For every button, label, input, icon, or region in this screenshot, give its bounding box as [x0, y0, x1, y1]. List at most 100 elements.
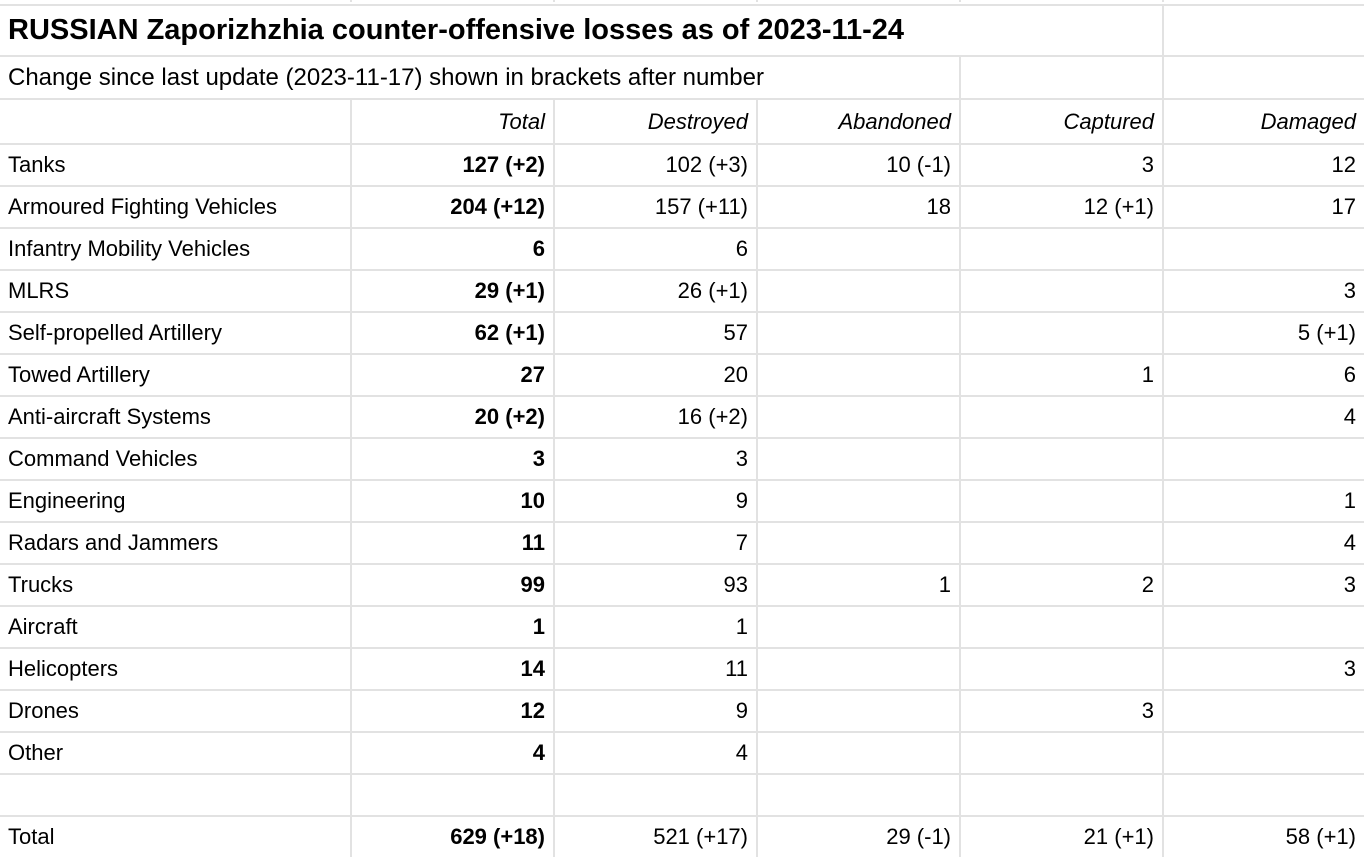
damaged-cell[interactable]	[1164, 439, 1364, 479]
captured-cell[interactable]	[961, 649, 1164, 689]
empty-header-cell[interactable]	[0, 100, 352, 143]
column-header-damaged[interactable]: Damaged	[1260, 108, 1356, 134]
captured-cell[interactable]	[961, 397, 1164, 437]
total-cell[interactable]: 6	[352, 229, 555, 269]
captured-cell[interactable]	[961, 733, 1164, 773]
damaged-cell[interactable]: 3	[1343, 278, 1356, 303]
abandoned-cell[interactable]	[758, 397, 961, 437]
damaged-cell[interactable]: 58 (+1)	[1285, 824, 1356, 849]
destroyed-cell[interactable]: 102 (+3)	[555, 145, 758, 185]
damaged-cell[interactable]: 5 (+1)	[1297, 320, 1356, 345]
captured-cell[interactable]: 2	[961, 565, 1164, 605]
destroyed-cell[interactable]: 4	[555, 733, 758, 773]
abandoned-cell[interactable]	[758, 733, 961, 773]
total-cell[interactable]: 29 (+1)	[352, 271, 555, 311]
abandoned-cell[interactable]	[758, 607, 961, 647]
abandoned-cell[interactable]	[758, 775, 961, 815]
abandoned-cell[interactable]: 29 (-1)	[758, 817, 961, 857]
destroyed-cell[interactable]: 11	[555, 649, 758, 689]
captured-cell[interactable]: 1	[961, 355, 1164, 395]
destroyed-cell[interactable]: 1	[555, 607, 758, 647]
abandoned-cell[interactable]	[758, 313, 961, 353]
captured-cell[interactable]: 21 (+1)	[961, 817, 1164, 857]
category-cell[interactable]: Engineering	[0, 481, 352, 521]
total-cell[interactable]: 27	[352, 355, 555, 395]
sheet-subtitle-cell[interactable]: Change since last update (2023-11-17) sh…	[0, 57, 961, 98]
destroyed-cell[interactable]: 20	[555, 355, 758, 395]
abandoned-cell[interactable]: 10 (-1)	[758, 145, 961, 185]
abandoned-cell[interactable]	[758, 229, 961, 269]
category-cell[interactable]: Anti-aircraft Systems	[0, 397, 352, 437]
empty-cell[interactable]	[1164, 6, 1364, 55]
damaged-cell[interactable]: 4	[1343, 530, 1356, 555]
captured-cell[interactable]	[961, 775, 1164, 815]
total-cell[interactable]: 1	[352, 607, 555, 647]
captured-cell[interactable]	[961, 229, 1164, 269]
category-cell[interactable]: Command Vehicles	[0, 439, 352, 479]
captured-cell[interactable]	[961, 607, 1164, 647]
damaged-cell[interactable]	[1164, 229, 1364, 269]
category-cell[interactable]: MLRS	[0, 271, 352, 311]
category-cell[interactable]: Other	[0, 733, 352, 773]
category-cell[interactable]: Helicopters	[0, 649, 352, 689]
total-cell[interactable]: 11	[352, 523, 555, 563]
abandoned-cell[interactable]	[758, 523, 961, 563]
category-cell[interactable]: Self-propelled Artillery	[0, 313, 352, 353]
captured-cell[interactable]	[961, 523, 1164, 563]
category-cell[interactable]	[0, 775, 352, 815]
category-cell[interactable]: Armoured Fighting Vehicles	[0, 187, 352, 227]
column-header-destroyed[interactable]: Destroyed	[555, 100, 758, 143]
total-cell[interactable]	[352, 775, 555, 815]
captured-cell[interactable]	[961, 481, 1164, 521]
destroyed-cell[interactable]: 57	[555, 313, 758, 353]
total-cell[interactable]: 99	[352, 565, 555, 605]
total-cell[interactable]: 10	[352, 481, 555, 521]
captured-cell[interactable]: 3	[961, 145, 1164, 185]
abandoned-cell[interactable]	[758, 355, 961, 395]
abandoned-cell[interactable]	[758, 481, 961, 521]
destroyed-cell[interactable]: 93	[555, 565, 758, 605]
captured-cell[interactable]	[961, 313, 1164, 353]
destroyed-cell[interactable]: 3	[555, 439, 758, 479]
destroyed-cell[interactable]: 157 (+11)	[555, 187, 758, 227]
column-header-abandoned[interactable]: Abandoned	[758, 100, 961, 143]
damaged-cell[interactable]: 17	[1331, 194, 1356, 219]
total-cell[interactable]: 127 (+2)	[352, 145, 555, 185]
damaged-cell[interactable]: 4	[1343, 404, 1356, 429]
total-cell[interactable]: 62 (+1)	[352, 313, 555, 353]
abandoned-cell[interactable]: 1	[758, 565, 961, 605]
damaged-cell[interactable]: 6	[1343, 362, 1356, 387]
total-cell[interactable]: 629 (+18)	[352, 817, 555, 857]
damaged-cell[interactable]: 3	[1343, 656, 1356, 681]
damaged-cell[interactable]: 1	[1343, 488, 1356, 513]
destroyed-cell[interactable]: 26 (+1)	[555, 271, 758, 311]
damaged-cell[interactable]: 3	[1343, 572, 1356, 597]
destroyed-cell[interactable]: 521 (+17)	[555, 817, 758, 857]
column-header-total[interactable]: Total	[352, 100, 555, 143]
category-cell[interactable]: Radars and Jammers	[0, 523, 352, 563]
total-cell[interactable]: 204 (+12)	[352, 187, 555, 227]
sheet-title-cell[interactable]: RUSSIAN Zaporizhzhia counter-offensive l…	[0, 6, 1164, 55]
damaged-cell[interactable]: 12	[1331, 152, 1356, 177]
category-cell[interactable]: Drones	[0, 691, 352, 731]
captured-cell[interactable]: 12 (+1)	[961, 187, 1164, 227]
damaged-cell[interactable]	[1164, 691, 1364, 731]
damaged-cell[interactable]	[1164, 733, 1364, 773]
abandoned-cell[interactable]	[758, 649, 961, 689]
destroyed-cell[interactable]	[555, 775, 758, 815]
total-cell[interactable]: 14	[352, 649, 555, 689]
total-cell[interactable]: 12	[352, 691, 555, 731]
destroyed-cell[interactable]: 9	[555, 691, 758, 731]
destroyed-cell[interactable]: 6	[555, 229, 758, 269]
column-header-captured[interactable]: Captured	[961, 100, 1164, 143]
abandoned-cell[interactable]	[758, 439, 961, 479]
category-cell[interactable]: Tanks	[0, 145, 352, 185]
abandoned-cell[interactable]	[758, 691, 961, 731]
total-cell[interactable]: 4	[352, 733, 555, 773]
empty-cell[interactable]	[1164, 57, 1364, 98]
category-cell[interactable]: Trucks	[0, 565, 352, 605]
empty-cell[interactable]	[961, 57, 1164, 98]
category-cell[interactable]: Towed Artillery	[0, 355, 352, 395]
category-cell[interactable]: Total	[0, 817, 352, 857]
category-cell[interactable]: Infantry Mobility Vehicles	[0, 229, 352, 269]
